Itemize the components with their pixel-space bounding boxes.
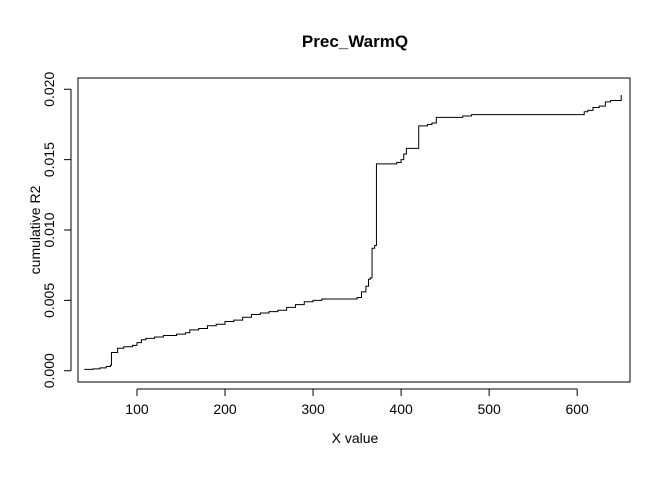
y-tick-label: 0.010 bbox=[41, 212, 57, 247]
chart-title: Prec_WarmQ bbox=[302, 32, 408, 51]
plot-frame bbox=[77, 77, 631, 383]
x-tick-label: 400 bbox=[389, 401, 413, 417]
cumulative-r2-line bbox=[84, 94, 622, 370]
x-tick-label: 300 bbox=[301, 401, 325, 417]
y-axis-label: cumulative R2 bbox=[27, 185, 43, 274]
y-tick-label: 0.000 bbox=[41, 353, 57, 388]
y-tick-label: 0.020 bbox=[41, 72, 57, 107]
x-axis: 100 200 300 400 500 600 bbox=[125, 388, 589, 417]
x-axis-label: X value bbox=[332, 430, 379, 446]
y-axis: 0.000 0.005 0.010 0.015 0.020 bbox=[41, 72, 72, 388]
y-tick-label: 0.005 bbox=[41, 283, 57, 318]
y-tick-label: 0.015 bbox=[41, 142, 57, 177]
x-tick-label: 500 bbox=[477, 401, 501, 417]
x-tick-label: 200 bbox=[213, 401, 237, 417]
x-tick-label: 100 bbox=[125, 401, 149, 417]
x-tick-label: 600 bbox=[565, 401, 589, 417]
